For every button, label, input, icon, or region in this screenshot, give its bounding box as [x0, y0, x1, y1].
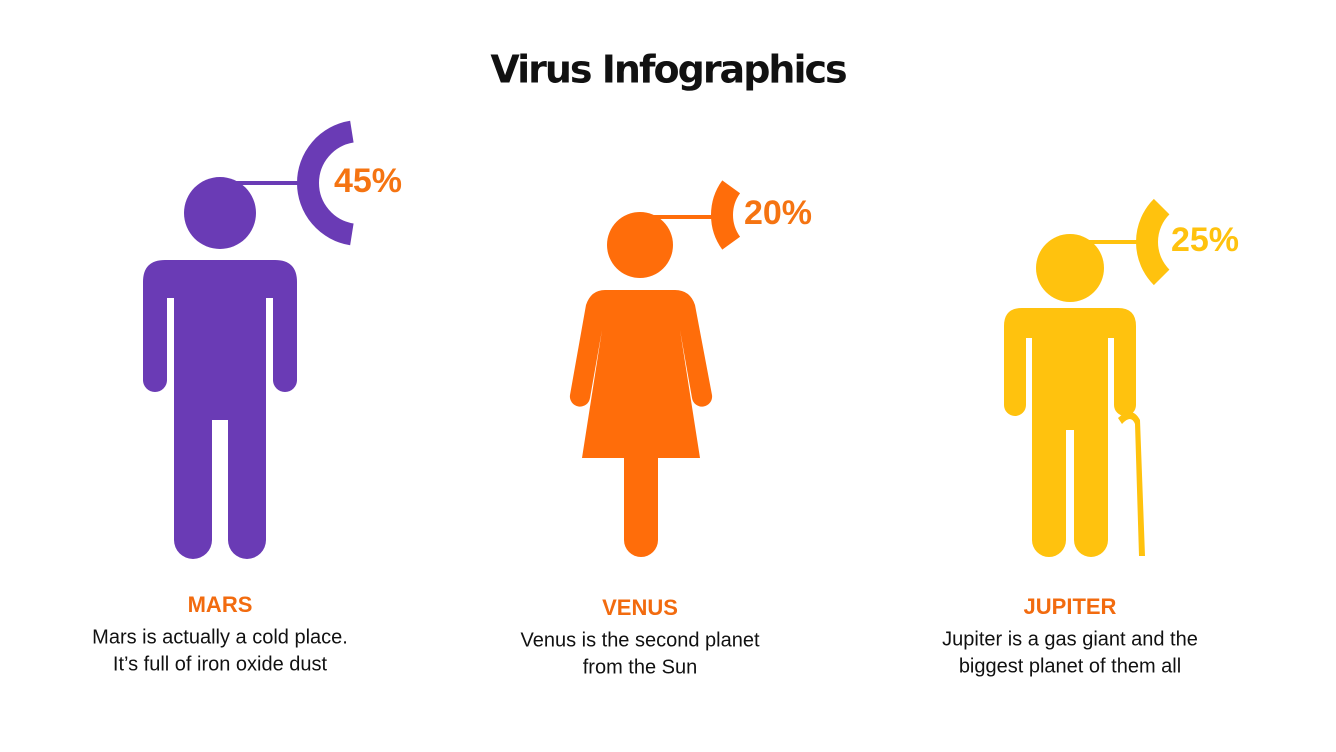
value-label: 20% [744, 194, 812, 232]
category-name: MARS [188, 592, 253, 617]
description: Mars is actually a cold place. [92, 626, 348, 648]
value-label: 45% [334, 162, 402, 200]
description: biggest planet of them all [959, 655, 1181, 677]
elder-figure [1004, 234, 1145, 557]
description: Venus is the second planet [520, 629, 760, 651]
description: from the Sun [583, 656, 698, 678]
gauge-arc [297, 120, 355, 246]
description: It’s full of iron oxide dust [113, 653, 328, 675]
male-figure [143, 177, 297, 559]
description: Jupiter is a gas giant and the [942, 628, 1198, 650]
gauge-arc [1136, 198, 1170, 286]
gauge-arc [711, 180, 741, 250]
category-name: JUPITER [1024, 594, 1117, 619]
value-label: 25% [1171, 221, 1239, 259]
female-figure [569, 212, 713, 557]
chart-title: Virus Infographics [490, 48, 846, 92]
category-name: VENUS [602, 595, 678, 620]
